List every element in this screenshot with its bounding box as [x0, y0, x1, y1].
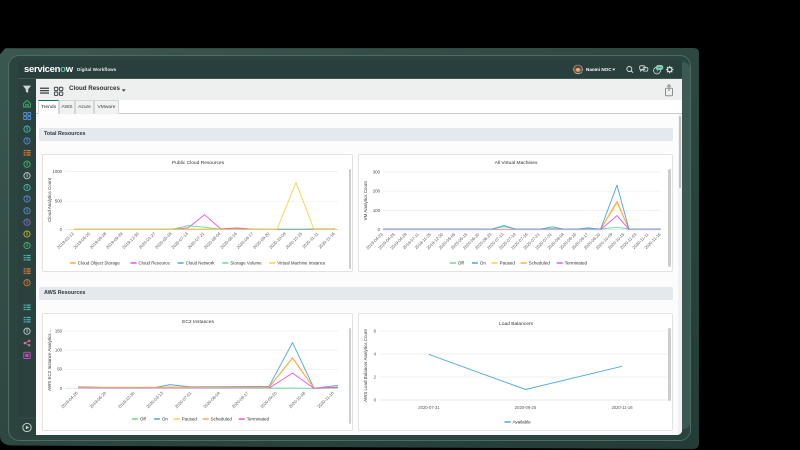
svg-text:Virtual Machine Instance: Virtual Machine Instance	[277, 261, 326, 266]
svg-text:50: 50	[57, 367, 62, 372]
svg-text:2020-10-15: 2020-10-15	[284, 231, 303, 250]
svg-text:Cloud Network: Cloud Network	[186, 261, 216, 266]
svg-text:300: 300	[372, 169, 380, 174]
svg-text:150: 150	[55, 328, 63, 333]
svg-text:2020-09-20: 2020-09-20	[259, 390, 278, 409]
svg-text:2020-11-16: 2020-11-16	[611, 405, 633, 410]
svg-text:4: 4	[373, 351, 376, 356]
svg-text:200: 200	[372, 189, 380, 194]
svg-text:Off: Off	[140, 417, 147, 422]
svg-text:1000: 1000	[52, 169, 62, 174]
svg-text:VM Analytics Count: VM Analytics Count	[363, 181, 368, 221]
svg-text:Public Cloud Resources: Public Cloud Resources	[172, 160, 225, 166]
svg-text:2020-03-13: 2020-03-13	[145, 390, 164, 409]
svg-text:2020-09-25: 2020-09-25	[514, 405, 536, 410]
svg-text:Terminated: Terminated	[564, 261, 587, 266]
svg-text:2020-08-04: 2020-08-04	[202, 390, 221, 409]
svg-text:AWS Load Balancer Analytics Co: AWS Load Balancer Analytics Count	[363, 328, 368, 401]
svg-text:2020-09-17: 2020-09-17	[231, 390, 250, 409]
svg-text:2: 2	[373, 374, 376, 379]
svg-text:0: 0	[60, 227, 63, 232]
svg-text:?: ?	[656, 69, 659, 75]
svg-text:Off: Off	[457, 261, 464, 266]
svg-text:0: 0	[373, 397, 376, 402]
svg-text:EC2 Instances: EC2 Instances	[182, 319, 214, 325]
svg-text:0: 0	[377, 227, 380, 232]
svg-text:Terminated: Terminated	[247, 417, 270, 422]
svg-text:2020-07-01: 2020-07-01	[174, 390, 193, 409]
svg-text:2020-10-08: 2020-10-08	[288, 390, 307, 409]
svg-text:0: 0	[60, 386, 63, 391]
svg-text:2019-12-30: 2019-12-30	[117, 390, 136, 409]
svg-text:Scheduled: Scheduled	[211, 417, 233, 422]
svg-text:2020-11-16: 2020-11-16	[317, 231, 336, 250]
svg-text:Naomi NOC: Naomi NOC	[586, 67, 612, 72]
svg-text:On: On	[162, 417, 169, 422]
svg-text:Paused: Paused	[499, 261, 515, 266]
svg-text:Cloud Object Storage: Cloud Object Storage	[78, 261, 121, 266]
svg-text:100: 100	[55, 348, 63, 353]
svg-text:2020-07-31: 2020-07-31	[418, 405, 440, 410]
svg-text:500: 500	[55, 199, 63, 204]
svg-text:6: 6	[373, 328, 376, 333]
svg-text:On: On	[479, 261, 486, 266]
svg-text:Scheduled: Scheduled	[528, 261, 550, 266]
svg-text:Paused: Paused	[182, 417, 198, 422]
svg-text:Load Balancers: Load Balancers	[499, 321, 534, 327]
svg-text:2019-06-29: 2019-06-29	[88, 390, 107, 409]
svg-text:100: 100	[372, 208, 380, 213]
svg-text:Cloud Analytics Count: Cloud Analytics Count	[47, 177, 52, 222]
svg-text:2020-11-16: 2020-11-16	[316, 390, 335, 409]
svg-text:2019-04-26: 2019-04-26	[60, 390, 79, 409]
svg-text:Storage Volume: Storage Volume	[230, 261, 262, 266]
svg-text:Available: Available	[512, 420, 531, 425]
svg-text:AWS EC2 Instance Analytics ...: AWS EC2 Instance Analytics ...	[47, 329, 52, 391]
svg-text:All Virtual Machines: All Virtual Machines	[494, 160, 537, 166]
svg-text:Cloud Resource: Cloud Resource	[139, 261, 171, 266]
